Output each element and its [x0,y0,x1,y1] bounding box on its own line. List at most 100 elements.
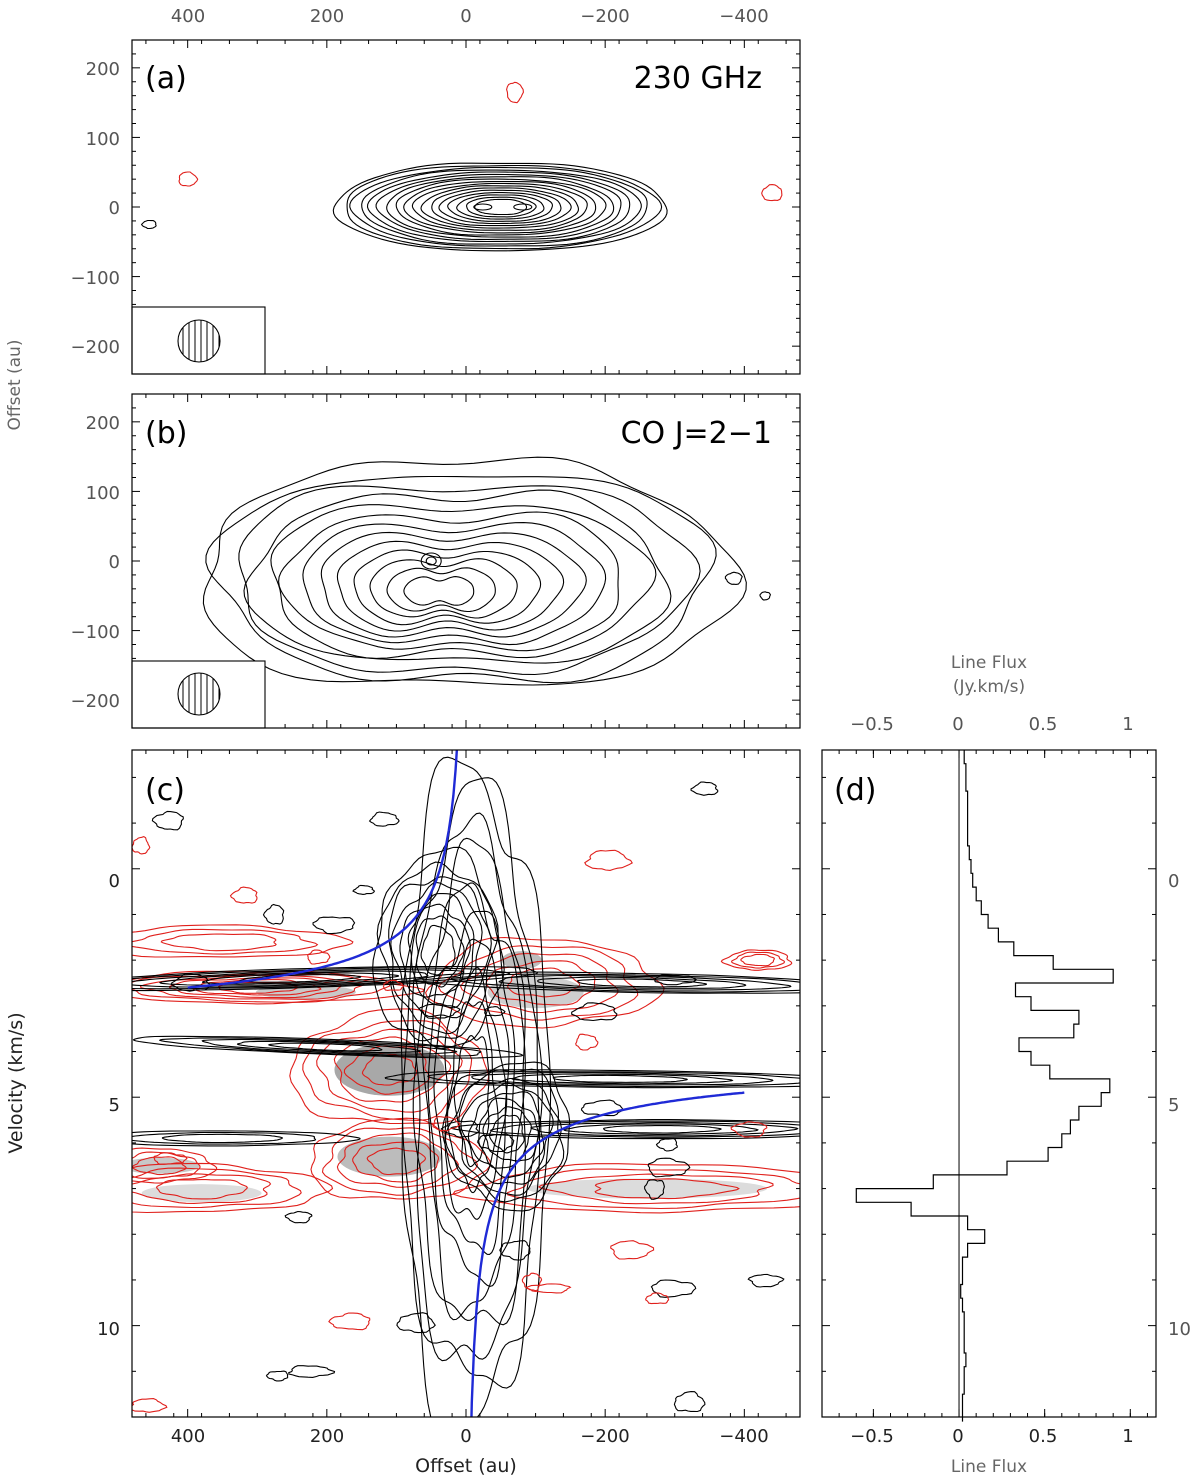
dust-contour [349,166,648,247]
y-tick-label: 5 [109,1095,120,1116]
pv-contour [444,1068,565,1203]
x-tick-label: 0 [952,1426,963,1447]
panel-d-bottom-labels: −0.5 0 0.5 1 [850,1426,1134,1447]
negative-noise-contour [432,1116,461,1132]
offset-x-axis-label: Offset (au) [415,1455,517,1477]
panel-b-beam-ellipse [177,672,221,716]
dust-contour [420,185,579,229]
panel-a-y-labels: 200 100 0 −100 −200 [71,59,120,358]
noise-contour [262,903,285,925]
panel-d-label: (d) [834,773,876,808]
negative-contour [155,1179,248,1200]
negative-noise-contour [521,1272,543,1292]
negative-contour [132,1162,334,1214]
x-tick-label: −400 [719,1426,768,1447]
negative-contour [132,1167,302,1209]
panel-d-frame [821,749,1157,1418]
panel-c-contours [132,750,800,1417]
panel-a-beam-ellipse [177,319,221,363]
panel-b-label: (b) [145,416,187,451]
noise-contour [151,810,184,831]
panel-c-ticks [132,750,800,1418]
x-tick-label: 0 [460,1426,471,1447]
negative-contour [366,1147,427,1176]
line-flux-top-label: Line Flux [951,653,1027,673]
dust-contour [438,189,562,225]
pv-streak-contour [552,1074,688,1083]
dust-contour [332,162,668,252]
noise-contour [650,1279,697,1298]
noise-contour [396,1312,436,1334]
co-contour [403,576,475,606]
y-tick-label: −100 [71,268,120,289]
pv-contour [388,876,492,1035]
noise-contour [140,219,157,230]
top-tick-label: −400 [719,6,768,27]
negative-contour [139,974,365,1000]
pv-contour [421,882,526,1321]
negative-noise-contour [382,979,404,991]
line-flux-histogram [855,750,1114,1422]
negative-noise-contour [153,1152,188,1165]
noise-contour [759,591,772,601]
panel-a-label: (a) [145,61,187,96]
top-tick-label: −0.5 [850,714,894,735]
negative-contour [352,1141,439,1183]
negative-noise-contour [178,171,199,187]
noise-contour [284,1210,313,1224]
negative-contour [168,977,342,999]
line-flux-units-label: (Jy.km/s) [953,677,1025,697]
pv-contour [399,892,475,1009]
pv-contour [453,1035,490,1168]
dust-contour [411,182,588,231]
noise-contour [647,1157,691,1178]
pv-streak-contour [427,1071,800,1088]
dust-contour [431,187,572,227]
pv-contour [442,1061,571,1212]
noise-contour [747,1273,785,1288]
top-tick-label: 0 [952,714,963,735]
pv-streak-contour [498,975,792,991]
co-contour [243,489,672,664]
pv-streak-contour [450,1119,800,1140]
noise-contour [673,1391,706,1413]
top-tick-label: −200 [580,6,629,27]
negative-contour [720,949,793,971]
panel-c: (c) [131,749,801,1418]
dust-contour [375,173,622,240]
noise-contour [690,781,719,796]
dust-contour [466,196,537,218]
co-contour [386,567,496,613]
panel-d-top-labels: −0.5 0 0.5 1 [850,714,1134,735]
panel-c-frame [131,749,801,1418]
panel-b: (b) CO J=2−1 [131,393,801,729]
panel-d-right-labels: 0 5 10 [1168,871,1191,1340]
negative-noise-contour [761,184,783,202]
top-axis-labels: 400 200 0 −200 −400 [171,6,769,27]
panel-b-annotation: CO J=2−1 [621,416,772,451]
negative-contour [316,1028,463,1113]
pv-streak-contour [384,1069,800,1089]
noise-contour [580,1099,624,1117]
y-tick-label: 200 [86,413,120,434]
y-tick-label: 0 [109,871,120,892]
pv-streak-contour [158,1037,482,1057]
dust-contour [403,181,597,234]
pv-streak-contour [158,970,429,986]
negative-noise-contour [132,835,151,855]
pv-streak-contour [267,1042,383,1052]
negative-contour [132,1173,272,1204]
noise-contour [265,1370,289,1382]
top-tick-label: 0 [460,6,471,27]
noise-contour [477,1133,515,1153]
dust-contour [366,171,631,243]
co-contour [320,531,587,638]
pv-streak-contour [510,1073,734,1085]
noise-contour [170,973,211,992]
offset-y-axis-label: Offset (au) [5,340,25,431]
negative-noise-contour [575,1033,599,1051]
negative-noise-contour [584,849,633,871]
co-contour [336,540,565,632]
keplerian-curve-blue [470,1091,745,1417]
